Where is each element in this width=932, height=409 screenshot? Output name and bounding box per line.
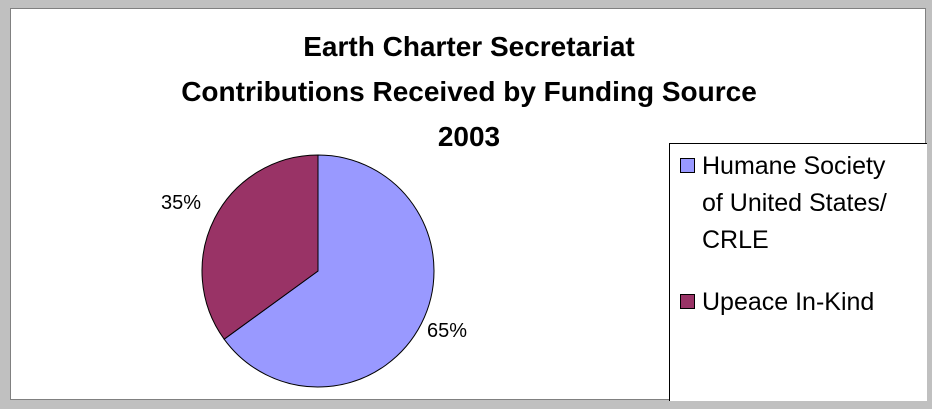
legend-label-line: of United States/	[702, 189, 887, 217]
legend-label-line: Humane Society	[702, 152, 886, 180]
pie-slice-humane-society	[223, 154, 435, 388]
data-label-humane-society: 65%	[427, 320, 467, 342]
legend-label-humane-society: Humane Society of United States/ CRLE	[702, 148, 927, 259]
pie-slice-upeace	[201, 154, 319, 340]
legend-swatch-upeace	[680, 294, 695, 309]
legend-label-line: CRLE	[702, 226, 769, 254]
legend-entry-upeace: Upeace In-Kind	[680, 284, 927, 321]
data-label-upeace: 35%	[161, 192, 201, 214]
legend-swatch-humane-society	[680, 158, 695, 173]
chart-area: Earth Charter Secretariat Contributions …	[10, 8, 927, 401]
legend-label-line: Upeace In-Kind	[702, 288, 875, 316]
chart-year: 2003	[437, 121, 501, 152]
legend-entry-humane-society: Humane Society of United States/ CRLE	[680, 148, 927, 259]
legend-label-upeace: Upeace In-Kind	[702, 284, 927, 321]
legend: Humane Society of United States/ CRLE Up…	[669, 143, 927, 401]
pie-chart: 65% 35%	[161, 154, 467, 388]
chart-title: Earth Charter Secretariat	[303, 31, 635, 62]
chart-subtitle: Contributions Received by Funding Source	[181, 76, 757, 107]
